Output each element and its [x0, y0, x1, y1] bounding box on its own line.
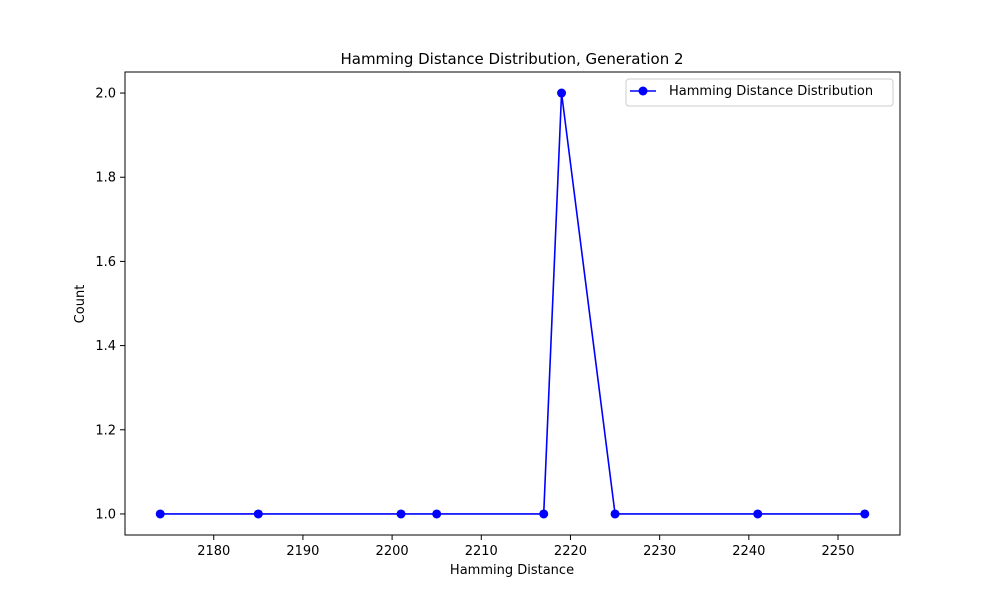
x-tick-label: 2190 [286, 544, 319, 559]
legend-marker-swatch [638, 86, 648, 96]
x-axis-label: Hamming Distance [450, 563, 574, 578]
legend-frame [625, 78, 894, 107]
y-axis-label: Count [73, 285, 88, 324]
data-point [432, 509, 442, 519]
plot-frame [124, 71, 901, 536]
y-tick-label: 1.8 [95, 171, 116, 186]
x-tick-label: 2200 [376, 544, 409, 559]
data-point [396, 509, 406, 519]
x-tick-label: 2240 [732, 544, 765, 559]
data-point [557, 88, 567, 98]
data-point [155, 509, 165, 519]
legend-entry-label: Hamming Distance Distribution [669, 84, 873, 99]
x-tick-label: 2210 [465, 544, 498, 559]
x-tick-label: 2180 [197, 544, 230, 559]
x-tick-label: 2220 [554, 544, 587, 559]
y-axis: 1.0 1.2 1.4 1.6 1.8 2.0 [95, 87, 125, 522]
y-tick-label: 1.2 [95, 423, 116, 438]
data-point [539, 509, 549, 519]
data-point [610, 509, 620, 519]
chart-title: Hamming Distance Distribution, Generatio… [340, 50, 683, 68]
y-tick-label: 2.0 [95, 87, 116, 102]
legend: Hamming Distance Distribution [625, 78, 894, 107]
y-tick-label: 1.4 [95, 339, 116, 354]
data-point [253, 509, 263, 519]
data-point [753, 509, 763, 519]
plot-area [155, 88, 870, 519]
data-point [860, 509, 870, 519]
y-tick-label: 1.0 [95, 507, 116, 522]
x-tick-label: 2230 [643, 544, 676, 559]
y-tick-label: 1.6 [95, 255, 116, 270]
x-tick-label: 2250 [821, 544, 854, 559]
x-axis: 2180 2190 2200 2210 2220 2230 2240 2250 [197, 535, 855, 559]
